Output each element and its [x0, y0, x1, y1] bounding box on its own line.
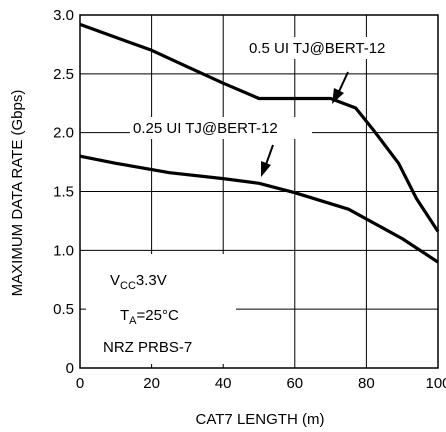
ta-value: =25°C: [137, 307, 179, 324]
x-tick-labels: 0 20 40 60 80 100: [76, 375, 446, 392]
x-tick-label: 60: [286, 375, 303, 392]
y-tick-label: 0.5: [53, 301, 74, 318]
y-tick-label: 1.5: [53, 184, 74, 201]
y-tick-label: 3.0: [53, 7, 74, 24]
series-line-2: [79, 154, 439, 264]
x-tick-label: 40: [215, 375, 232, 392]
signal-label: NRZ PRBS-7: [103, 339, 192, 356]
plot-frame: [79, 14, 439, 369]
plot-border: [79, 14, 439, 369]
x-tick-label: 100: [425, 375, 446, 392]
annotation-bg-series-2: [130, 117, 312, 139]
series-group: [79, 22, 440, 264]
arrow-head-series-2: [261, 161, 271, 177]
vcc-value: 3.3V: [136, 272, 167, 289]
x-tick-label: 20: [143, 375, 160, 392]
y-tick-label: 1.0: [53, 242, 74, 259]
conditions-box-background: [86, 254, 236, 364]
series-label-0-25-ui: 0.25 UI TJ@BERT-12: [133, 120, 278, 137]
y-tick-label: 0: [66, 360, 74, 377]
x-axis-title: CAT7 LENGTH (m): [196, 411, 325, 428]
annotation-bg-series-1: [244, 37, 422, 59]
series-label-0-5-ui: 0.5 UI TJ@BERT-12: [249, 40, 385, 57]
x-tick-label: 0: [76, 375, 84, 392]
y-tick-label: 2.0: [53, 125, 74, 142]
x-tick-label: 80: [358, 375, 375, 392]
y-axis-title: MAXIMUM DATA RATE (Gbps): [9, 90, 26, 297]
arrow-head-series-1: [332, 88, 344, 104]
series-line-1: [79, 22, 440, 233]
y-tick-labels: 0 0.5 1.0 1.5 2.0 2.5 3.0: [53, 7, 74, 377]
y-tick-label: 2.5: [53, 66, 74, 83]
